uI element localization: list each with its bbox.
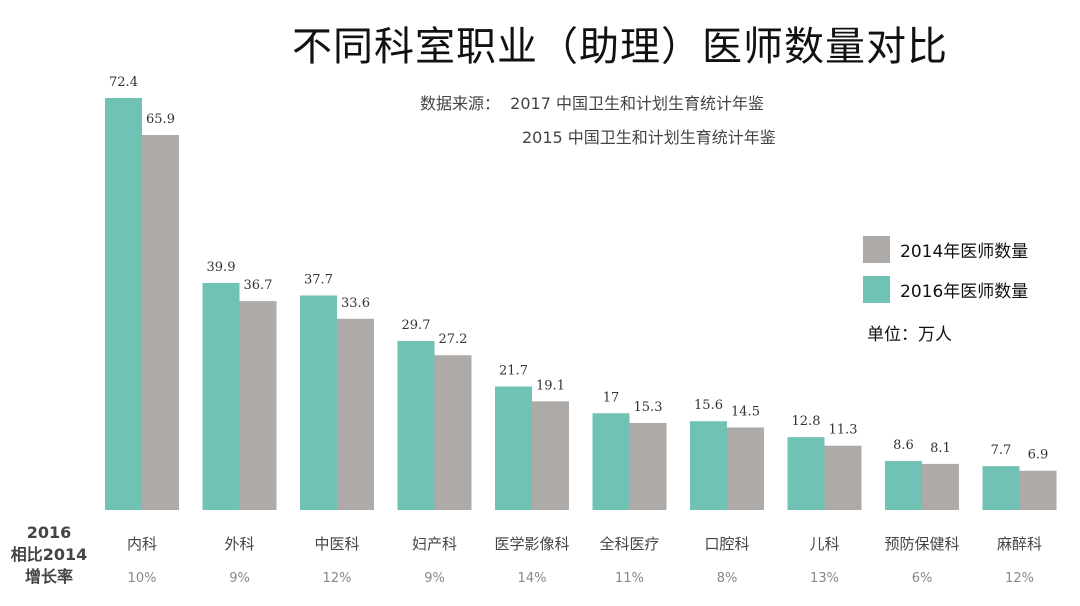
value-label-2016-5: 17 (603, 390, 620, 405)
growth-row-label-compare: 相比2014 (10, 545, 88, 564)
value-label-2014-4: 19.1 (536, 378, 565, 393)
value-label-2014-9: 6.9 (1028, 448, 1049, 463)
value-label-2014-3: 27.2 (439, 332, 468, 347)
value-label-2016-1: 39.9 (207, 260, 236, 275)
bar-2014-9 (1019, 470, 1057, 510)
bar-2014-8 (922, 463, 959, 510)
bar-2014-5 (629, 422, 667, 510)
bar-2014-1 (239, 301, 277, 510)
bar-2014-2 (337, 318, 374, 510)
bar-2016-1 (202, 282, 240, 510)
value-label-2016-0: 72.4 (109, 75, 138, 90)
value-label-2016-7: 12.8 (792, 414, 821, 429)
bar-2016-4 (495, 386, 532, 510)
legend-label-2014: 2014年医师数量 (900, 242, 1029, 262)
bar-2014-3 (434, 355, 472, 510)
category-label-0: 内科 (127, 535, 157, 553)
category-label-8: 预防保健科 (884, 535, 959, 553)
value-label-2016-9: 7.7 (991, 443, 1012, 458)
bar-2016-7 (787, 437, 825, 510)
value-label-2016-4: 21.7 (499, 364, 528, 379)
value-label-2016-6: 15.6 (694, 398, 723, 413)
legend: 2014年医师数量 2016年医师数量 (863, 236, 1073, 316)
value-label-2014-5: 15.3 (634, 400, 663, 415)
growth-row-label: 2016 相比2014 增长率 (10, 522, 88, 588)
value-label-2016-2: 37.7 (304, 272, 333, 287)
value-label-2016-8: 8.6 (893, 438, 914, 453)
category-label-2: 中医科 (314, 535, 359, 553)
category-label-5: 全科医疗 (599, 535, 659, 553)
growth-rate-9: 12% (1005, 571, 1034, 586)
growth-rate-0: 10% (128, 571, 157, 586)
legend-item-2016: 2016年医师数量 (863, 276, 1073, 303)
growth-rate-6: 8% (717, 571, 738, 586)
value-label-2014-1: 36.7 (244, 278, 273, 293)
bar-2016-3 (397, 340, 435, 510)
growth-rate-1: 9% (229, 571, 250, 586)
bar-2014-6 (727, 427, 764, 510)
growth-rate-5: 11% (615, 571, 644, 586)
growth-row-label-year: 2016 (26, 523, 72, 542)
legend-swatch-2014 (863, 236, 890, 263)
bar-2014-4 (532, 401, 569, 510)
bar-2016-0 (105, 98, 142, 510)
bar-2016-8 (885, 461, 922, 510)
bar-2016-5 (592, 413, 630, 510)
source-line-2: 2015 中国卫生和计划生育统计年鉴 (522, 128, 776, 147)
bar-2016-2 (300, 295, 337, 510)
category-label-3: 妇产科 (412, 535, 457, 553)
value-label-2014-7: 11.3 (829, 423, 858, 438)
value-label-2014-0: 65.9 (146, 112, 175, 127)
bar-2014-7 (824, 445, 862, 510)
growth-rate-7: 13% (810, 571, 839, 586)
category-label-9: 麻醉科 (997, 535, 1042, 553)
category-label-4: 医学影像科 (494, 535, 569, 553)
legend-item-2014: 2014年医师数量 (863, 236, 1073, 263)
bar-2014-0 (142, 134, 179, 510)
value-label-2014-2: 33.6 (341, 296, 370, 311)
unit-label: 单位：万人 (867, 325, 952, 345)
category-label-1: 外科 (224, 535, 254, 553)
value-label-2014-6: 14.5 (731, 404, 760, 419)
growth-row-label-rate: 增长率 (24, 567, 73, 586)
growth-rate-8: 6% (912, 571, 933, 586)
value-label-2016-3: 29.7 (402, 318, 431, 333)
growth-rate-2: 12% (323, 571, 352, 586)
chart-title: 不同科室职业（助理）医师数量对比 (292, 24, 948, 70)
category-label-6: 口腔科 (704, 535, 749, 553)
source-line-1: 数据来源： 2017 中国卫生和计划生育统计年鉴 (420, 94, 764, 113)
value-label-2014-8: 8.1 (930, 441, 951, 456)
legend-swatch-2016 (863, 276, 890, 303)
growth-rate-3: 9% (424, 571, 445, 586)
bar-2016-9 (982, 466, 1020, 510)
growth-rate-4: 14% (518, 571, 547, 586)
bar-2016-6 (690, 421, 727, 510)
legend-label-2016: 2016年医师数量 (900, 282, 1029, 302)
category-label-7: 儿科 (809, 535, 839, 553)
